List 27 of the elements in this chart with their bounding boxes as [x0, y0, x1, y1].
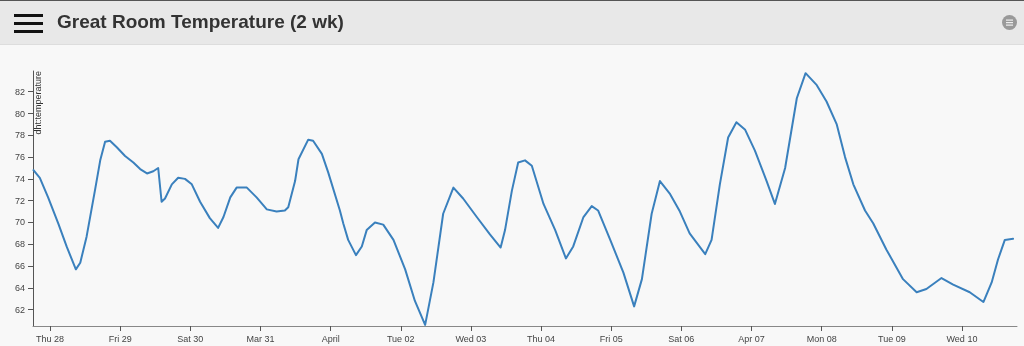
- y-tick-label: 74: [14, 173, 25, 184]
- chart-title: Great Room Temperature (2 wk): [57, 11, 344, 33]
- x-tick-label: Fri 29: [108, 333, 132, 344]
- x-tick-label: Mon 08: [806, 333, 837, 344]
- y-tick-label: 78: [14, 130, 25, 141]
- y-tick-label: 64: [14, 282, 25, 293]
- x-tick-label: April: [321, 333, 340, 344]
- x-tick-label: Fri 05: [599, 333, 623, 344]
- y-tick-label: 62: [14, 304, 25, 315]
- x-tick-label: Apr 07: [738, 333, 765, 344]
- x-tick-label: Thu 28: [36, 333, 65, 344]
- y-tick-label: 66: [14, 261, 25, 272]
- y-tick-label: 76: [14, 152, 25, 163]
- y-tick-label: 80: [14, 108, 25, 119]
- y-tick-label: 70: [14, 217, 25, 228]
- x-tick-label: Mar 31: [246, 333, 275, 344]
- x-tick-label: Wed 10: [946, 333, 978, 344]
- x-tick-label: Sat 06: [668, 333, 695, 344]
- x-tick-label: Sat 30: [177, 333, 204, 344]
- x-tick-label: Wed 03: [455, 333, 487, 344]
- y-axis-title: dht:temperature: [32, 71, 43, 135]
- x-tick-label: Tue 09: [877, 333, 906, 344]
- x-tick-label: Tue 02: [386, 333, 415, 344]
- y-tick-label: 82: [14, 86, 25, 97]
- y-tick-label: 68: [14, 239, 25, 250]
- x-tick-label: Thu 04: [527, 333, 556, 344]
- y-tick-label: 72: [14, 195, 25, 206]
